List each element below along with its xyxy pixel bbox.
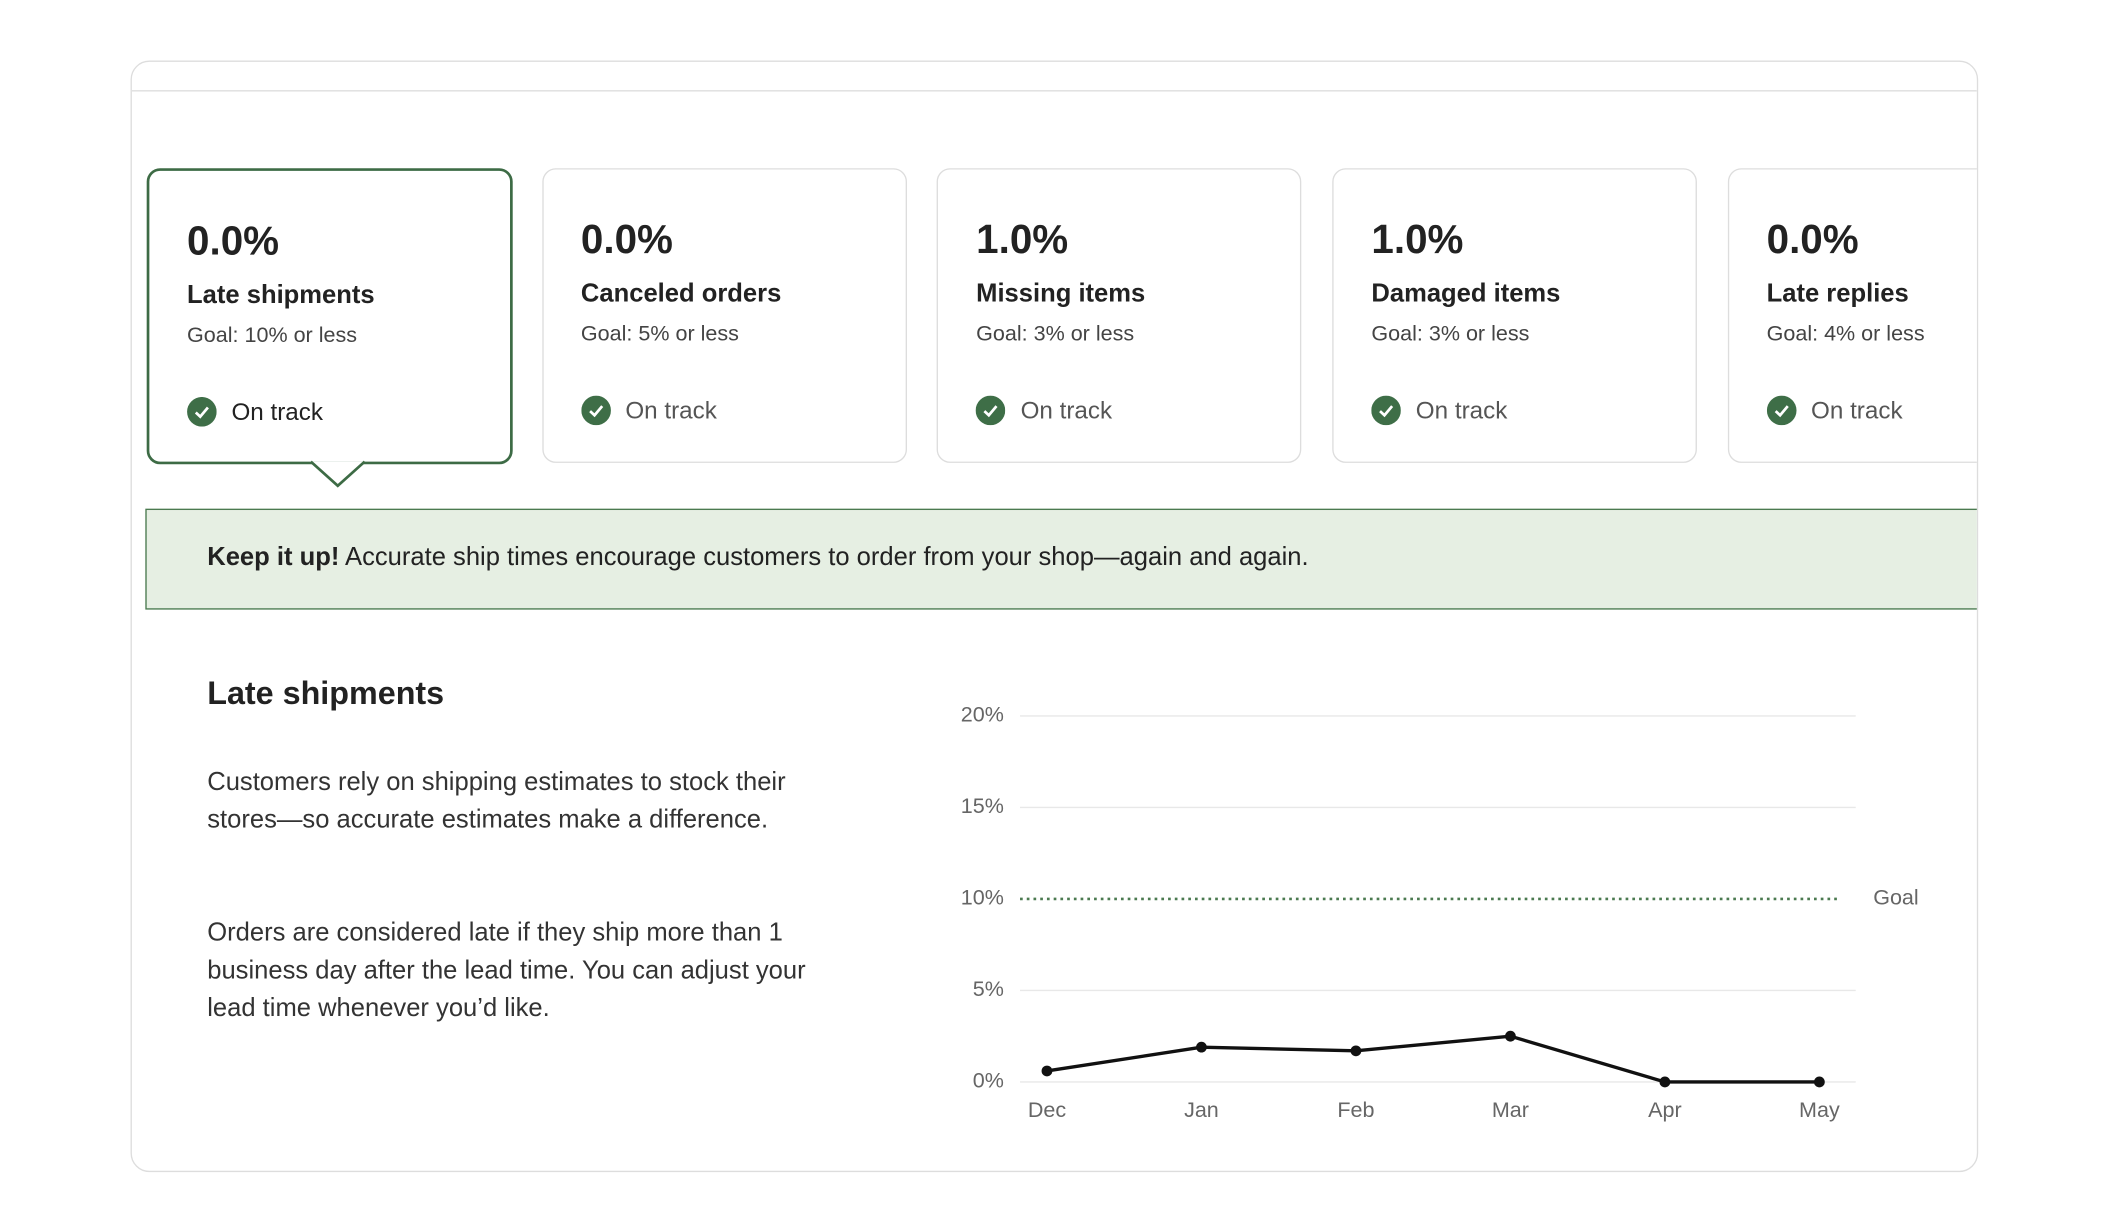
status-text: On track (1415, 396, 1508, 424)
line (1046, 1034, 1820, 1084)
metric-label: Missing items (976, 279, 1146, 309)
check-circle (580, 395, 611, 426)
detail-paragraph: Customers rely on shipping estimates to … (207, 768, 786, 835)
check-circle (1371, 395, 1401, 426)
metric-value: 0.0% (580, 218, 673, 263)
metric-goal: Goal: 5% or less (580, 322, 739, 346)
card-pointer (310, 460, 365, 488)
point (1659, 1076, 1671, 1088)
x-tick-label: Feb (1337, 1098, 1374, 1122)
check-circle (187, 396, 217, 427)
point (1350, 1045, 1362, 1057)
check-icon (187, 396, 217, 427)
point (1814, 1076, 1825, 1088)
point (1196, 1041, 1207, 1053)
status-text: On track (1811, 396, 1903, 424)
status: On track (976, 395, 1113, 426)
point (1041, 1065, 1053, 1077)
status: On track (187, 396, 324, 427)
metric-goal: Goal: 4% or less (1766, 322, 1925, 346)
check-mark (194, 406, 209, 419)
metric-goal: Goal: 3% or less (976, 322, 1135, 346)
metric-goal: Goal: 3% or less (1371, 322, 1530, 346)
status: On track (1766, 395, 1903, 426)
check-icon (1766, 395, 1797, 426)
y-tick-label: 0% (973, 1069, 1004, 1093)
metric-label: Late replies (1766, 279, 1909, 309)
metric-card: 0.0% Late shipments Goal: 10% or less On tr… (146, 168, 513, 465)
metric-value: 1.0% (976, 218, 1069, 263)
x-tick-label: Jan (1184, 1098, 1219, 1122)
x-tick-label: Apr (1648, 1098, 1681, 1122)
check-icon (976, 395, 1006, 426)
y-tick-label: 10% (961, 886, 1004, 910)
chart: 0% 5% 10% 15% 20% Goal Dec Jan Feb Mar Apr May (961, 703, 1919, 1123)
metric-label: Damaged items (1371, 279, 1561, 309)
check-circle (1766, 395, 1797, 426)
banner-strong: Keep it up! (207, 543, 340, 572)
metric-card: 0.0% Canceled orders Goal: 5% or less On tr… (541, 168, 907, 463)
goal-label: Goal (1873, 886, 1918, 910)
y-tick-label: 5% (973, 977, 1004, 1001)
metric-card: 1.0% Damaged items Goal: 3% or less On trac… (1332, 168, 1698, 463)
metric-value: 0.0% (1766, 218, 1859, 263)
x-tick-label: Dec (1028, 1098, 1067, 1122)
check-mark (1774, 405, 1789, 418)
point (1505, 1030, 1516, 1042)
x-tick-label: Mar (1492, 1098, 1529, 1122)
divider (131, 90, 1977, 92)
detail-title: Late shipments (207, 675, 445, 712)
status: On track (580, 395, 717, 426)
metric-card: 0.0% Late replies Goal: 4% or less On track (1727, 168, 1977, 463)
metric-card: 1.0% Missing items Goal: 3% or less On trac… (937, 168, 1302, 463)
check-mark (588, 405, 603, 418)
check-mark (1379, 405, 1394, 418)
banner-text: Keep it up! Accurate ship times encourag… (207, 544, 1308, 574)
check-icon (1371, 395, 1401, 426)
y-tick-label: 20% (961, 703, 1004, 727)
x-tick-label: May (1799, 1098, 1840, 1122)
status-text: On track (1020, 396, 1113, 424)
metric-label: Canceled orders (580, 279, 782, 309)
check-mark (983, 405, 999, 418)
status-text: On track (231, 397, 324, 425)
check-icon (580, 395, 611, 426)
panel: 0.0% Late shipments Goal: 10% or less On tr… (130, 60, 1979, 1173)
status-text: On track (625, 396, 717, 424)
banner-message: Accurate ship times encourage customers … (345, 543, 1309, 572)
y-tick-label: 15% (961, 794, 1004, 818)
metric-value: 0.0% (187, 219, 280, 264)
status: On track (1371, 395, 1508, 426)
detail-paragraph: Orders are considered late if they ship … (207, 919, 806, 1023)
metric-value: 1.0% (1371, 218, 1464, 263)
metric-label: Late shipments (187, 281, 375, 310)
metric-goal: Goal: 10% or less (187, 324, 357, 348)
banner: Keep it up! Accurate ship times encourag… (145, 508, 1977, 610)
check-circle (976, 395, 1006, 426)
